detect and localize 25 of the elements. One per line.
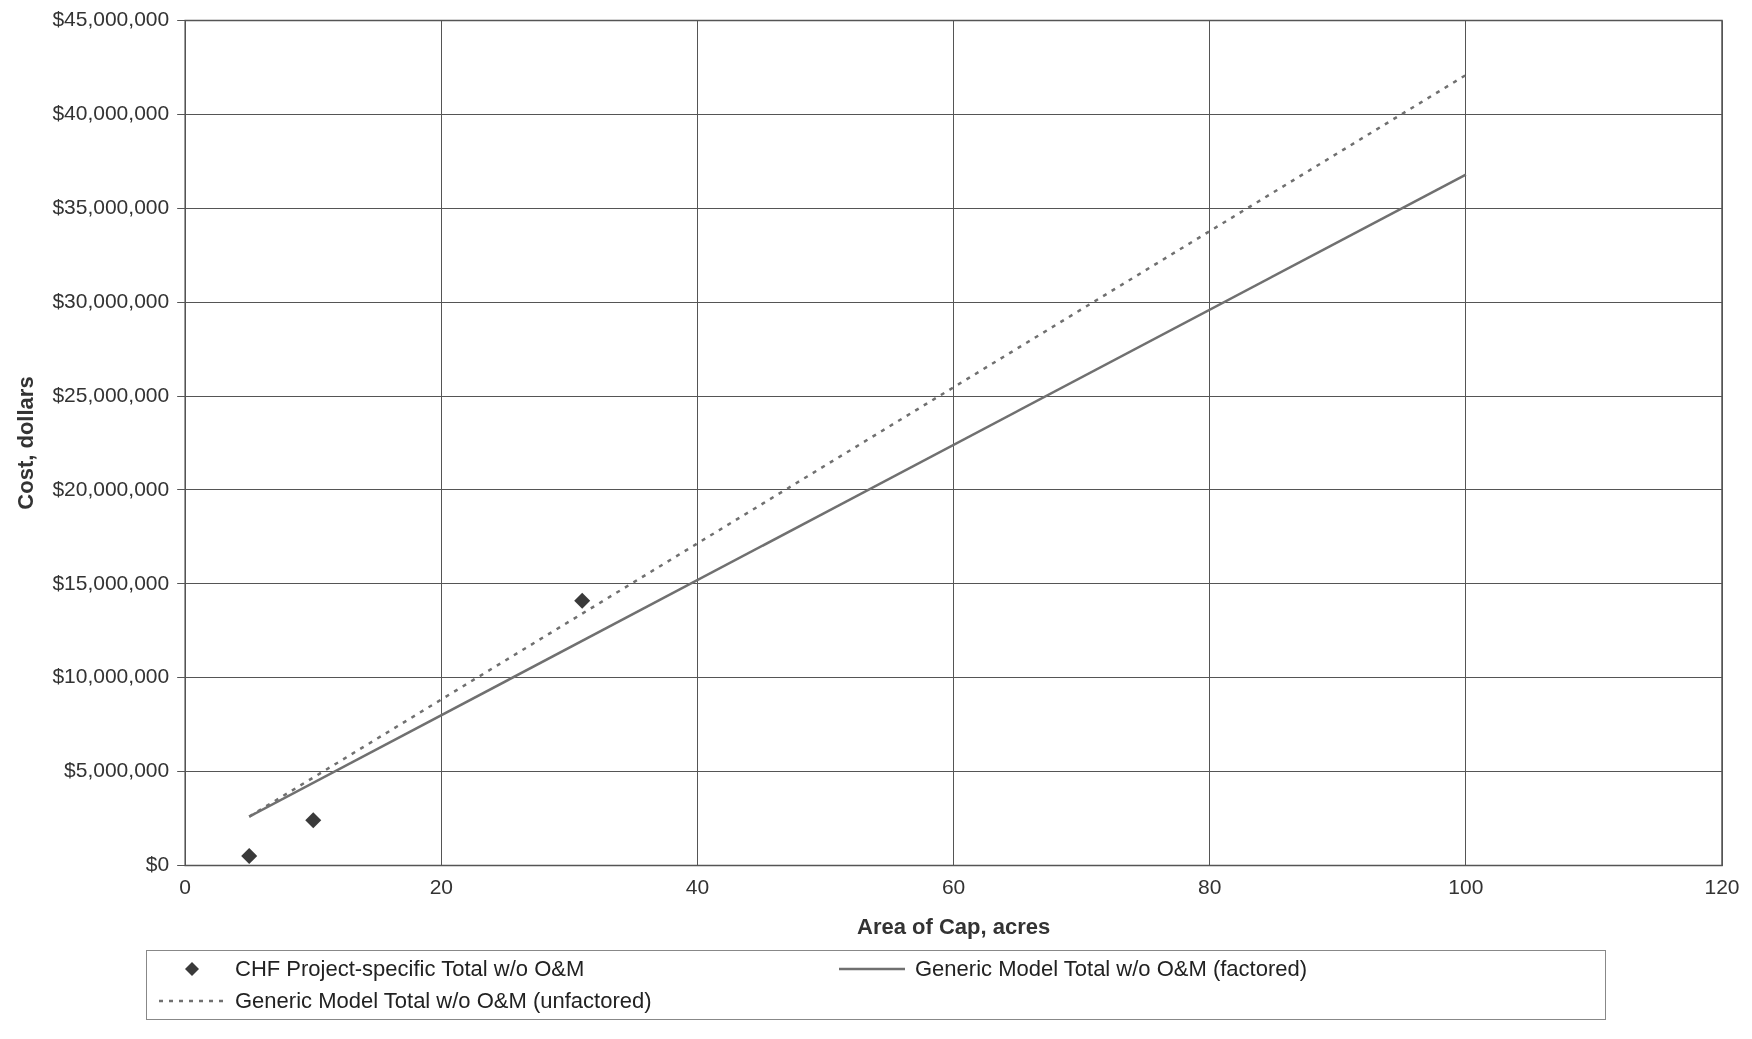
y-tick-label: $20,000,000 bbox=[52, 476, 170, 500]
y-axis-title: Cost, dollars bbox=[13, 376, 39, 510]
y-tick-label: $40,000,000 bbox=[52, 101, 170, 125]
x-tick-label: 0 bbox=[179, 874, 192, 898]
y-tick-label: $10,000,000 bbox=[52, 664, 170, 688]
y-tick-label: $45,000,000 bbox=[52, 7, 170, 31]
x-tick-label: 80 bbox=[1198, 874, 1222, 898]
x-tick-label: 40 bbox=[685, 874, 710, 898]
y-tick-label: $25,000,000 bbox=[52, 382, 170, 406]
y-tick-label: $30,000,000 bbox=[52, 289, 170, 312]
x-axis-title: Area of Cap, acres bbox=[856, 913, 1051, 939]
x-tick-label: 100 bbox=[1448, 874, 1484, 898]
legend-label: CHF Project-specific Total w/o O&M bbox=[235, 956, 585, 982]
point bbox=[305, 812, 322, 829]
legend-label: Generic Model Total w/o O&M (factored) bbox=[915, 956, 1308, 982]
x-tick-label: 120 bbox=[1704, 874, 1740, 898]
legend-label: Generic Model Total w/o O&M (unfactored) bbox=[235, 988, 652, 1014]
y-tick-label: $35,000,000 bbox=[52, 195, 170, 219]
y-tick-label: $0 bbox=[145, 852, 170, 876]
y-tick-label: $15,000,000 bbox=[52, 570, 170, 594]
point bbox=[241, 848, 258, 865]
x-tick-label: 20 bbox=[429, 874, 453, 898]
x-tick-label: 60 bbox=[941, 874, 966, 898]
y-tick-label: $5,000,000 bbox=[64, 758, 170, 782]
point bbox=[574, 592, 591, 609]
